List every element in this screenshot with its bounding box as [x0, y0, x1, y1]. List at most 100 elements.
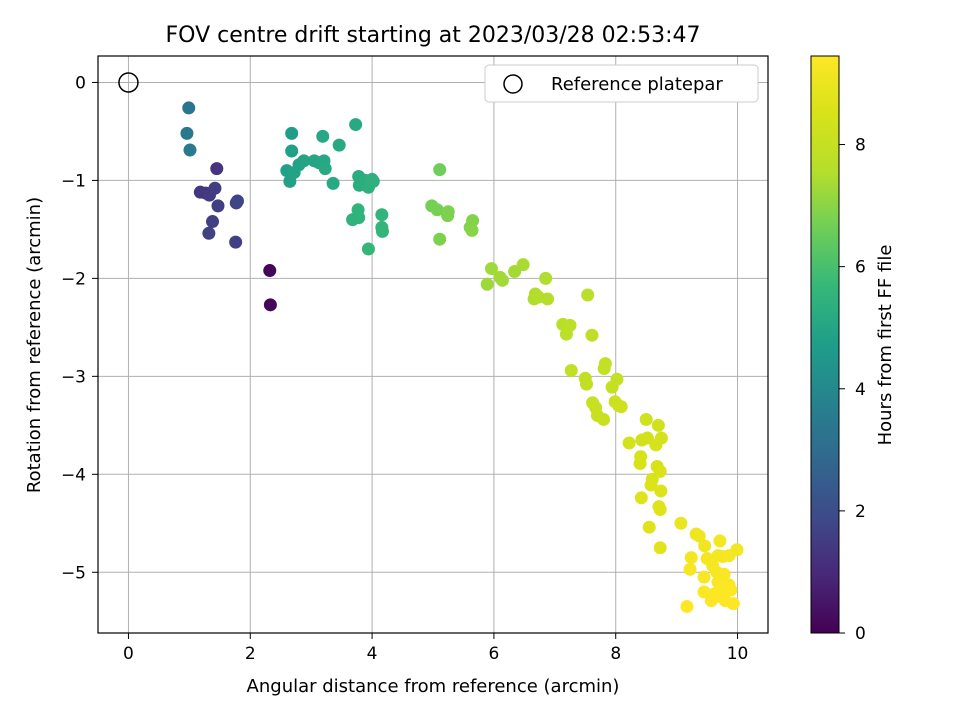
scatter-point	[484, 262, 498, 276]
legend-marker-reference	[503, 74, 523, 94]
scatter-point	[229, 235, 243, 249]
y-tick-label: −5	[61, 563, 86, 583]
scatter-point	[361, 242, 375, 256]
scatter-point	[653, 541, 667, 555]
scatter-point	[564, 363, 578, 377]
x-tick-label: 6	[488, 644, 499, 664]
y-tick-label: −2	[61, 269, 86, 289]
colorbar	[810, 55, 840, 634]
scatter-point	[633, 457, 647, 471]
scatter-point	[605, 380, 619, 394]
grid-layer	[98, 56, 768, 633]
scatter-point	[674, 516, 688, 530]
scatter-point	[697, 570, 711, 584]
x-axis-ticks: 0 2 4 6 8 10	[123, 633, 748, 664]
scatter-point	[597, 412, 611, 426]
scatter-point	[585, 328, 599, 342]
scatter-point	[635, 433, 649, 447]
scatter-point	[285, 126, 299, 140]
scatter-point	[297, 154, 311, 168]
scatter-point	[182, 101, 196, 115]
x-tick-label: 8	[610, 644, 621, 664]
scatter-point	[683, 562, 697, 576]
x-tick-label: 10	[727, 644, 749, 664]
scatter-point	[651, 418, 665, 432]
colorbar-tick-label: 8	[855, 136, 866, 156]
scatter-point	[724, 583, 738, 597]
legend-label-reference: Reference platepar	[551, 74, 723, 95]
scatter-point	[697, 585, 711, 599]
colorbar-tick-label: 2	[855, 502, 866, 522]
scatter-point	[614, 400, 628, 414]
scatter-point	[597, 362, 611, 376]
scatter-point	[622, 436, 636, 450]
colorbar-tick-label: 6	[855, 258, 866, 278]
scatter-point	[441, 209, 455, 223]
scatter-point	[508, 265, 522, 279]
scatter-point	[541, 292, 555, 306]
scatter-point	[579, 377, 593, 391]
scatter-point	[581, 288, 595, 302]
chart-title: FOV centre drift starting at 2023/03/28 …	[166, 23, 701, 48]
scatter-point	[684, 551, 698, 565]
scatter-point	[208, 181, 222, 195]
scatter-point	[539, 271, 553, 285]
y-tick-label: −4	[61, 465, 86, 485]
scatter-point	[713, 534, 727, 548]
scatter-point	[263, 264, 277, 278]
scatter-point	[375, 224, 389, 238]
scatter-point	[654, 484, 668, 498]
colorbar-label: Hours from first FF file	[875, 245, 896, 446]
scatter-point	[183, 143, 197, 157]
scatter-point	[653, 503, 667, 517]
legend-box	[484, 64, 759, 103]
scatter-point	[318, 162, 332, 176]
scatter-point	[326, 176, 340, 190]
scatter-point	[634, 491, 648, 505]
scatter-point	[653, 464, 667, 478]
scatter-point	[433, 163, 447, 177]
scatter-point	[351, 203, 365, 217]
scatter-point	[206, 215, 220, 229]
scatter-point	[649, 438, 663, 452]
colorbar-tick-label: 4	[855, 380, 866, 400]
scatter-point	[375, 208, 389, 222]
scatter-point	[430, 203, 444, 217]
x-tick-label: 2	[245, 644, 256, 664]
y-axis-ticks: 0 −1 −2 −3 −4 −5	[61, 73, 98, 583]
scatter-point	[349, 118, 363, 132]
x-tick-label: 0	[123, 644, 134, 664]
scatter-point	[433, 232, 447, 246]
scatter-point	[704, 594, 718, 608]
legend: Reference platepar	[484, 64, 759, 103]
scatter-point	[202, 226, 216, 240]
y-axis-label: Rotation from reference (arcmin)	[24, 197, 45, 493]
scatter-point	[692, 529, 706, 543]
scatter-point	[180, 126, 194, 140]
scatter-point	[316, 129, 330, 143]
reference-platepar-marker	[118, 72, 139, 93]
scatter-point	[211, 199, 225, 213]
y-tick-label: 0	[75, 73, 86, 93]
colorbar-ticks: 0 2 4 6 8	[839, 136, 866, 644]
scatter-point	[495, 273, 509, 287]
scatter-point	[365, 172, 379, 186]
scatter-point	[210, 162, 224, 176]
scatter-point	[285, 144, 299, 158]
y-tick-label: −1	[61, 171, 86, 191]
colorbar-tick-label: 0	[855, 624, 866, 644]
x-tick-label: 4	[367, 644, 378, 664]
points-layer	[118, 72, 744, 614]
scatter-point	[680, 600, 694, 614]
plot-frame	[97, 55, 769, 634]
x-axis-label: Angular distance from reference (arcmin)	[247, 676, 620, 697]
scatter-point	[332, 138, 346, 152]
scatter-point	[698, 539, 712, 553]
scatter-point	[644, 478, 658, 492]
scatter-point	[230, 194, 244, 208]
scatter-point	[726, 597, 740, 611]
scatter-point	[263, 298, 277, 312]
scatter-point	[559, 327, 573, 341]
